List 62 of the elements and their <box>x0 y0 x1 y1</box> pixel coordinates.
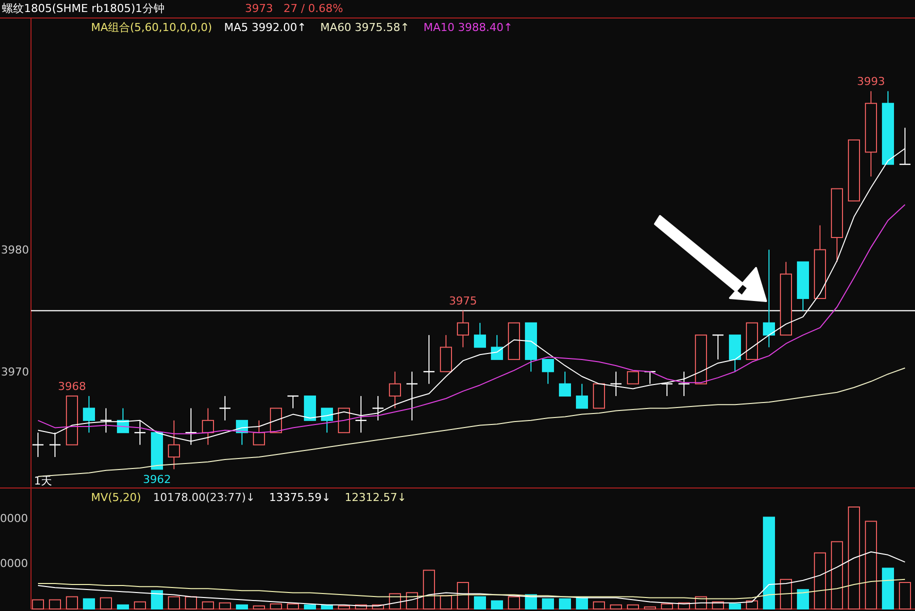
bar <box>660 603 673 610</box>
annotation: 1天 <box>34 474 52 488</box>
chart-subtitle: 3973 27 / 0.68% <box>245 2 344 15</box>
chart-subtitle: 10178.00(23:77)↓ <box>153 491 256 504</box>
bar <box>882 568 894 610</box>
y-tick-label: 3970 <box>1 366 29 379</box>
bar <box>898 582 911 610</box>
bar <box>338 605 350 610</box>
text: MA10 3988.40↑ <box>424 21 513 34</box>
bar <box>48 599 61 610</box>
bar <box>168 596 180 610</box>
chart-title: 螺纹1805(SHME rb1805)1分钟 <box>2 2 164 15</box>
bar <box>542 598 554 610</box>
bar <box>762 516 775 610</box>
bar <box>780 578 792 610</box>
bar <box>202 601 214 610</box>
bar <box>116 604 129 610</box>
bar <box>440 595 452 610</box>
legend-title: MA组合(5,60,10,0,0,0) <box>91 21 212 34</box>
bar <box>626 604 639 610</box>
bar <box>864 520 877 610</box>
annotation: 3968 <box>58 380 86 394</box>
bar <box>474 596 486 610</box>
bar <box>814 552 826 610</box>
bar <box>508 596 520 610</box>
bar <box>82 598 95 610</box>
bar <box>236 604 248 610</box>
text: MA60 3975.58↑ <box>320 21 410 34</box>
bar <box>490 600 503 610</box>
bar <box>746 600 758 610</box>
bar <box>644 606 656 610</box>
bar <box>422 570 435 610</box>
text: MA5 3992.00↑ <box>224 21 306 34</box>
bar <box>66 596 78 610</box>
bar <box>592 601 605 610</box>
annotation: 3975 <box>448 294 477 308</box>
text: 12312.57↓ <box>344 491 406 504</box>
annotation: 3993 <box>856 75 885 88</box>
bar <box>610 604 622 610</box>
bar <box>830 541 843 610</box>
bar <box>184 596 197 610</box>
bar <box>576 597 588 610</box>
bar <box>286 603 299 610</box>
bar <box>32 599 44 610</box>
bar <box>728 603 741 610</box>
legend-title: MV(5,20) <box>91 491 142 504</box>
y-tick-label: 3980 <box>1 244 29 257</box>
bar <box>252 605 265 610</box>
bar <box>270 603 282 610</box>
bar <box>150 590 163 610</box>
annotation: 3962 <box>142 473 171 486</box>
bar <box>558 598 571 610</box>
bar <box>134 601 146 610</box>
bar <box>100 597 112 610</box>
text: 13375.59↓ <box>269 491 331 504</box>
bar <box>848 506 860 610</box>
text: 0000 <box>0 512 28 525</box>
bar <box>218 602 231 610</box>
bar <box>796 589 809 610</box>
bar <box>456 582 469 610</box>
text: 0000 <box>0 557 28 570</box>
bar <box>304 604 316 610</box>
